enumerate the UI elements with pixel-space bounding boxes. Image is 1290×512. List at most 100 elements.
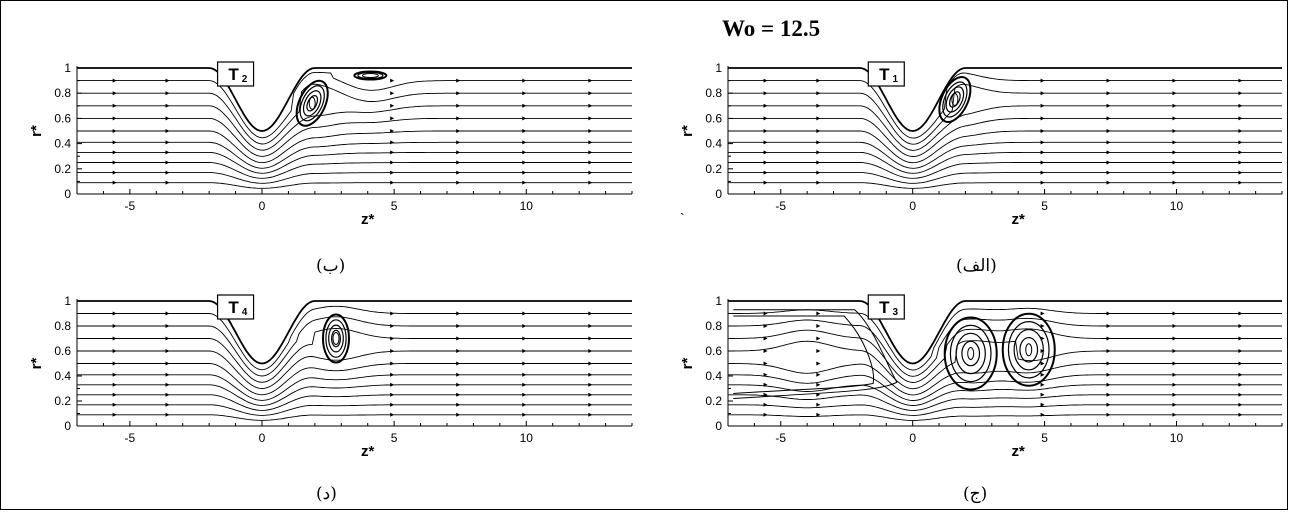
t1-streamline <box>728 182 1282 189</box>
t2-vortex-loop <box>353 70 388 81</box>
t1-streamline-arrow <box>1040 160 1045 165</box>
t1-streamline-arrow <box>1106 170 1111 175</box>
t4-ytick-label: 0.6 <box>54 344 71 358</box>
t1-panel-label: T <box>879 65 890 84</box>
t2-streamline-arrow <box>390 116 395 121</box>
t1-streamline-arrow <box>1106 180 1111 185</box>
t2-streamline <box>77 130 632 164</box>
t3-streamline-arrow <box>1172 324 1177 328</box>
t3-streamline-arrow <box>1106 402 1111 407</box>
t4-ylabel: r* <box>28 358 45 370</box>
t3-streamline-arrow <box>1106 349 1111 353</box>
t4-streamline-arrow <box>588 324 593 328</box>
t4-streamline-arrow <box>588 336 593 341</box>
t2-streamline-arrow <box>522 91 527 96</box>
t2-streamline-arrow <box>390 150 395 155</box>
t2-xlabel: z* <box>361 211 375 228</box>
t3-streamline-arrow <box>763 382 768 387</box>
t4-streamline-arrow <box>390 392 395 397</box>
t3-streamline-arrow <box>763 402 768 407</box>
t1-ytick-label: 1 <box>715 61 722 75</box>
t4-panel-label-box <box>216 294 255 320</box>
t3-streamline <box>728 328 1282 383</box>
t2-panel-label-box <box>216 61 255 87</box>
t2-ytick-label: 0.8 <box>54 86 71 100</box>
t1-streamline-arrow <box>1040 91 1045 96</box>
t3-streamline-arrow <box>1172 392 1177 397</box>
t3-streamline-arrow <box>1106 382 1111 387</box>
t1-streamline-arrow <box>1238 170 1243 175</box>
t4-streamline-arrow <box>390 402 395 407</box>
t2-streamline-arrow <box>112 180 117 185</box>
t1-streamline-arrow <box>816 116 821 121</box>
t1-streamline-arrow <box>763 91 768 96</box>
t4-streamline-arrow <box>522 402 527 407</box>
t4-xlabel: z* <box>361 443 375 460</box>
t1-streamline-arrow <box>763 170 768 175</box>
t1-xtick-label: 5 <box>1041 199 1048 213</box>
t2-streamline <box>77 83 632 145</box>
t3-vortex-core <box>1025 343 1033 357</box>
t3-streamline-arrow <box>1106 372 1111 377</box>
t1-streamline <box>728 162 1282 179</box>
t1-ylabel: r* <box>679 125 696 137</box>
t1-streamline-arrow <box>1040 116 1045 121</box>
t2-streamline-arrow <box>390 170 395 175</box>
t1-streamline-arrow <box>763 129 768 133</box>
t2-streamline-arrow <box>390 129 395 133</box>
t4-vortex-core <box>332 332 340 345</box>
t4-streamline-arrow <box>165 311 170 316</box>
t2-streamline-arrow <box>588 129 593 133</box>
t4-streamline-arrow <box>112 349 117 353</box>
t2-streamline-arrow <box>588 170 593 175</box>
t4-panel-label-subscript: 4 <box>242 307 248 318</box>
t1-streamline-arrow <box>1040 103 1045 108</box>
t1-streamline-arrow <box>1172 140 1177 145</box>
t3-streamline-arrow <box>1106 324 1111 328</box>
t4-streamline-arrow <box>112 336 117 341</box>
t1-streamline-arrow <box>1238 140 1243 145</box>
t4-streamline-arrow <box>165 392 170 397</box>
t1-streamline-arrow <box>1238 78 1243 83</box>
t3-streamline-arrow <box>763 392 768 397</box>
t3-streamline-arrow <box>1238 382 1243 387</box>
t2-ytick-label: 1 <box>64 61 71 75</box>
t2-streamline <box>77 151 632 174</box>
t3-streamline-arrow <box>816 349 821 353</box>
t4-streamline-arrow <box>390 382 395 387</box>
t2-streamline-arrow <box>588 160 593 165</box>
t2-streamline-arrow <box>456 116 461 121</box>
t3-streamline <box>728 307 1282 371</box>
t3-panel-label-subscript: 3 <box>893 307 899 318</box>
t4-streamline <box>77 328 632 383</box>
t3-xlabel: z* <box>1012 443 1026 460</box>
t2-streamline-arrow <box>165 116 170 121</box>
t4-streamline-arrow <box>522 392 527 397</box>
t4-streamline <box>77 394 632 411</box>
t2-streamline <box>77 71 632 139</box>
t1-streamline-arrow <box>816 91 821 96</box>
t4-streamline <box>77 363 632 396</box>
t3-ytick-label: 0.6 <box>705 344 722 358</box>
t1-streamline-arrow <box>763 180 768 185</box>
t2-streamline-arrow <box>165 180 170 185</box>
t4-xtick-label: -5 <box>125 431 136 445</box>
t1-streamline-arrow <box>1106 129 1111 133</box>
t2-streamline <box>77 117 632 157</box>
stray-mark: ` <box>680 210 685 226</box>
caption-d: (د) <box>316 484 337 504</box>
t4-vortex-loop <box>325 319 347 358</box>
t1-streamline-arrow <box>816 140 821 145</box>
t2-streamline-arrow <box>165 78 170 83</box>
t3-streamline-arrow <box>1238 402 1243 407</box>
t1-streamline-arrow <box>1172 150 1177 155</box>
t4-streamline-arrow <box>588 382 593 387</box>
t3-xtick-label: -5 <box>775 431 786 445</box>
t4-panel-label: T <box>228 298 239 317</box>
t4-vortex-loop <box>331 329 342 348</box>
t1-streamline-arrow <box>763 140 768 145</box>
t3-streamline-arrow <box>1040 311 1045 316</box>
t2-streamline <box>77 172 632 184</box>
t1-streamline-arrow <box>1172 91 1177 96</box>
t1-streamline-arrow <box>1238 160 1243 165</box>
